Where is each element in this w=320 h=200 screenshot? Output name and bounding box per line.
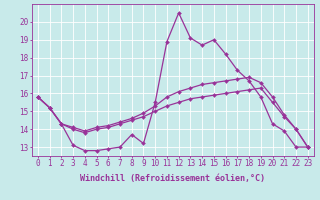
X-axis label: Windchill (Refroidissement éolien,°C): Windchill (Refroidissement éolien,°C)	[80, 174, 265, 183]
